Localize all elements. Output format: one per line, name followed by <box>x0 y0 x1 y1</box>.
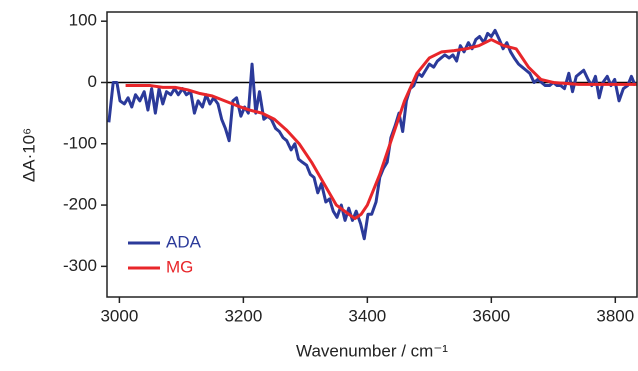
series-line <box>125 38 637 221</box>
y-tick-label: -100 <box>63 133 97 152</box>
y-tick-label: -200 <box>63 195 97 214</box>
series-line <box>107 28 637 241</box>
x-tick-label: 3600 <box>472 306 510 325</box>
x-tick-label: 3200 <box>224 306 262 325</box>
x-tick-label: 3400 <box>348 306 386 325</box>
x-axis-label: Wavenumber / cm⁻¹ <box>296 341 448 360</box>
legend-label: ADA <box>166 232 202 251</box>
plot-frame <box>106 11 638 298</box>
y-tick-label: -300 <box>63 256 97 275</box>
legend-label: MG <box>166 257 193 276</box>
y-axis-label: ΔA·10⁶ <box>19 128 38 182</box>
x-tick-label: 3800 <box>596 306 634 325</box>
x-tick-label: 3000 <box>100 306 138 325</box>
y-tick-label: 0 <box>88 72 97 91</box>
y-tick-label: 100 <box>69 11 97 30</box>
